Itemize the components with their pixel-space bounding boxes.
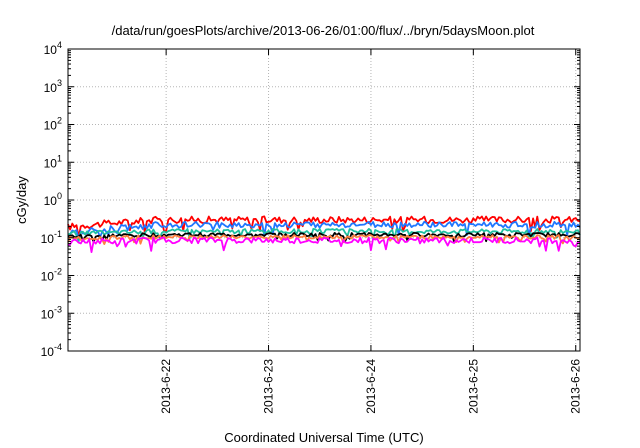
y-tick-label-exp: 0 [57, 191, 62, 201]
y-axis-label: cGy/day [14, 176, 29, 224]
y-tick-label-base: 10 [44, 194, 58, 208]
y-tick-label-base: 10 [44, 119, 58, 133]
x-tick-label: 2013-6-26 [569, 359, 583, 414]
y-tick-label-exp: -1 [54, 229, 62, 239]
series-line [67, 220, 581, 240]
y-tick-label-base: 10 [41, 270, 55, 284]
series-line [67, 232, 581, 244]
y-tick-label-base: 10 [41, 232, 55, 246]
series-line [67, 228, 581, 243]
y-tick-label: 10-1 [41, 229, 62, 246]
y-tick-label-base: 10 [41, 307, 55, 321]
y-tick-label-base: 10 [44, 156, 58, 170]
y-tick-label-exp: -4 [54, 342, 62, 352]
y-tick-label-exp: 2 [57, 116, 62, 126]
y-tick-label-exp: 1 [57, 153, 62, 163]
y-tick-label: 100 [44, 191, 62, 208]
y-tick-label-exp: 3 [57, 78, 62, 88]
y-tick-label-exp: -2 [54, 267, 62, 277]
y-tick-label: 10-2 [41, 267, 62, 284]
x-axis-label: Coordinated Universal Time (UTC) [224, 430, 423, 445]
y-tick-label-base: 10 [44, 81, 58, 95]
y-tick-label-base: 10 [41, 345, 55, 359]
grid [68, 49, 580, 351]
x-tick-label: 2013-6-22 [159, 359, 173, 414]
y-tick-label-exp: 4 [57, 40, 62, 50]
y-tick-label: 101 [44, 153, 62, 170]
series-line [67, 215, 581, 238]
y-tick-label-exp: -3 [54, 304, 62, 314]
y-tick-label: 10-3 [41, 304, 62, 321]
y-tick-label: 10-4 [41, 342, 62, 359]
y-tick-label-base: 10 [44, 43, 58, 57]
x-tick-label: 2013-6-25 [466, 359, 480, 414]
x-tick-label: 2013-6-24 [364, 359, 378, 414]
x-ticks: 2013-6-22 2013-6-23 2013-6-24 2013-6-25 2013… [159, 49, 583, 414]
y-tick-label: 102 [44, 116, 62, 133]
x-tick-label: 2013-6-23 [262, 359, 276, 414]
series-line [67, 236, 581, 253]
series-group [67, 215, 581, 253]
chart-title: /data/run/goesPlots/archive/2013-06-26/0… [112, 23, 535, 38]
y-tick-label: 103 [44, 78, 62, 95]
y-tick-label: 104 [44, 40, 62, 57]
